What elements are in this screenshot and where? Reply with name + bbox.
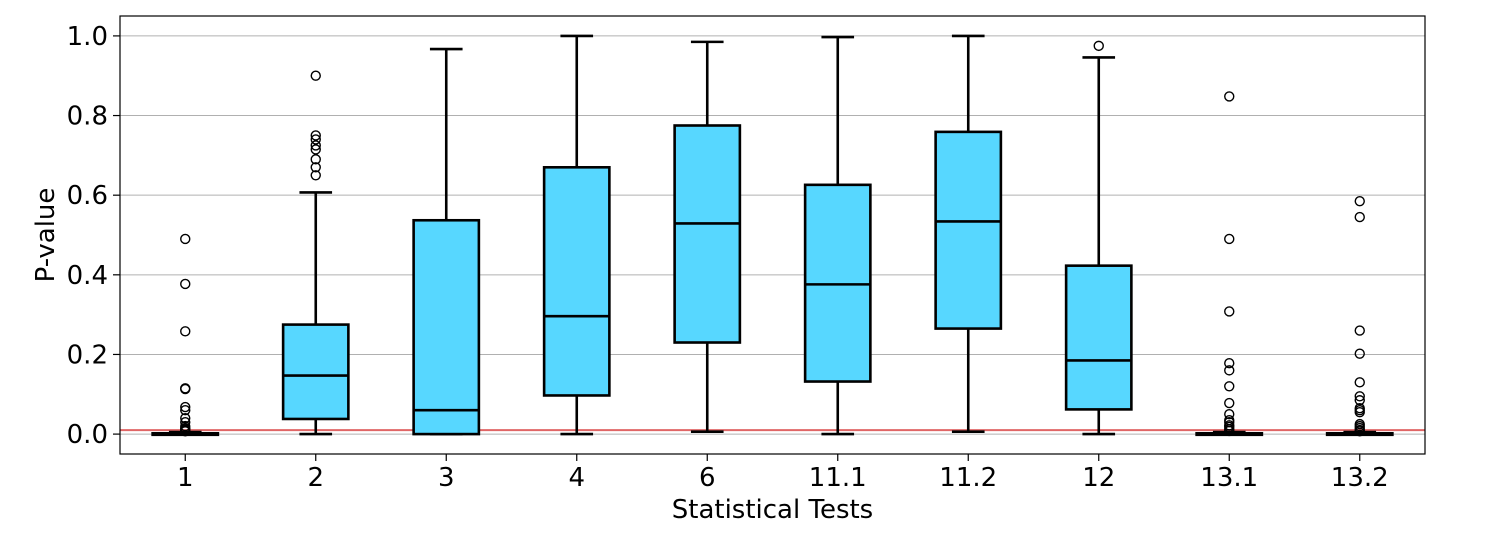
outlier-point [310,144,321,155]
box [934,130,1003,330]
outlier-point [1354,325,1365,336]
x-axis-title: Statistical Tests [672,495,873,525]
outlier-point [180,383,191,395]
outlier-point [310,154,321,165]
box-group-11.2 [934,34,1003,434]
y-tick-label: 0.0 [67,420,108,450]
boxes [151,34,1394,437]
outlier-point [1224,408,1235,420]
box [673,124,742,344]
y-tick-label: 0.2 [67,340,108,370]
outlier-point [180,401,191,413]
x-tick-label: 3 [438,463,455,493]
outlier-point [180,412,191,424]
outlier-point [1224,425,1235,437]
y-tick-label: 0.6 [67,181,108,211]
outlier-point [310,130,321,141]
box-group-2 [281,70,350,436]
y-tick-label: 0.8 [67,102,108,132]
box [412,218,481,436]
outlier-point [180,426,191,437]
outlier-point [310,162,321,173]
outlier-point [180,278,191,290]
outlier-point [1354,195,1365,207]
box-group-13.1 [1195,91,1264,437]
outlier-point [1224,365,1235,376]
outlier-point [1224,306,1235,317]
x-tick-label: 1 [177,463,194,493]
outlier-point [1354,391,1365,402]
outlier-point [1354,348,1365,359]
plot-frame [119,15,1426,455]
y-axis-ticks: 0.0 0.2 0.4 0.6 0.8 1.0 [67,22,120,450]
y-tick-label: 1.0 [67,22,108,52]
x-tick-label: 13.1 [1200,463,1258,493]
outlier-point [180,233,191,245]
box-group-1 [151,233,220,437]
x-axis-ticks: 1 2 3 4 6 11.1 11.2 12 13.1 13.2 [177,454,1389,493]
outlier-point [1224,233,1235,245]
outlier-point [1354,395,1365,406]
x-tick-label: 11.1 [809,463,867,493]
box-group-12 [1064,40,1133,436]
outlier-point [1354,377,1365,388]
outlier-point [1093,40,1104,52]
box [542,166,611,397]
outlier-point [1224,91,1235,102]
box [1064,264,1133,411]
box [281,323,350,421]
box-group-11.1 [803,35,872,436]
x-tick-label: 6 [699,463,716,493]
y-tick-label: 0.4 [67,261,108,291]
outlier-point [1354,406,1365,418]
box-group-3 [412,47,481,436]
box-group-13.2 [1325,195,1394,437]
x-tick-label: 11.2 [939,463,997,493]
x-tick-label: 12 [1082,463,1115,493]
outlier-point [1224,381,1235,392]
outlier-point [310,134,321,145]
outlier-point [1224,358,1235,369]
outlier-point [310,70,321,81]
outlier-point [310,140,321,151]
outlier-point [1224,397,1235,409]
x-tick-label: 13.2 [1331,463,1389,493]
outlier-point [180,326,191,337]
outlier-point [310,170,321,181]
outlier-point [1354,211,1365,223]
x-tick-label: 4 [568,463,585,493]
box-group-4 [542,34,611,436]
y-axis-title: P-value [31,188,61,283]
outlier-point [1354,426,1365,437]
outlier-point [180,405,191,416]
x-tick-label: 2 [307,463,324,493]
box-group-6 [673,40,742,434]
